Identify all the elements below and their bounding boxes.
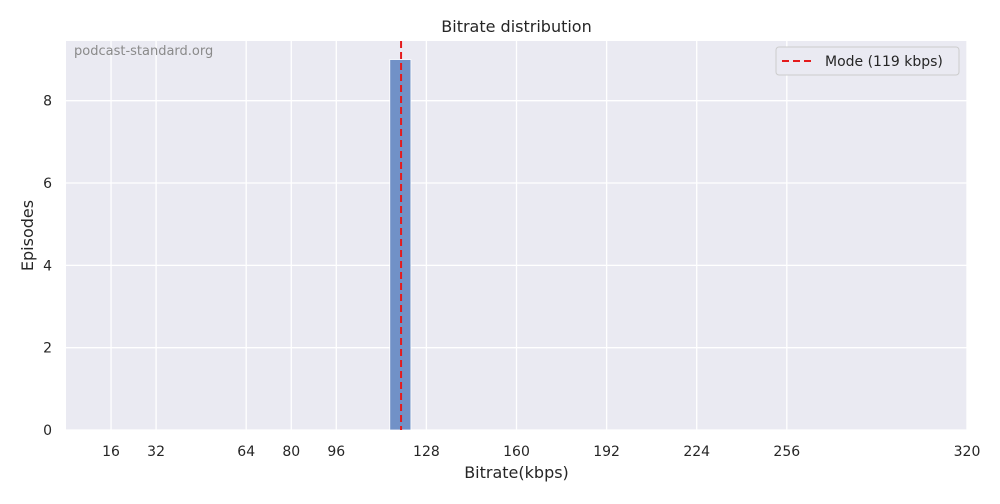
x-tick-label: 96 [327, 444, 345, 460]
legend-box [775, 46, 960, 76]
y-tick-label: 2 [43, 341, 52, 357]
y-tick-label: 0 [43, 423, 52, 439]
x-tick-label: 32 [147, 444, 165, 460]
x-tick-label: 256 [773, 444, 800, 460]
x-tick-label: 320 [954, 444, 981, 460]
x-tick-label: 160 [503, 444, 530, 460]
legend: Mode (119 kbps) [775, 46, 960, 76]
x-tick-label: 128 [413, 444, 440, 460]
y-tick-label: 4 [43, 258, 52, 274]
tick-labels: 16 32 64 80 96 128 160 192 224 256 320 0 2 4 6 8 [43, 94, 980, 460]
grid-lines [66, 41, 968, 431]
x-tick-label: 192 [593, 444, 620, 460]
x-tick-label: 224 [683, 444, 710, 460]
y-tick-label: 8 [43, 94, 52, 110]
legend-label: Mode (119 kbps) [825, 54, 943, 70]
x-tick-label: 64 [237, 444, 255, 460]
watermark-text: podcast-standard.org [74, 44, 213, 59]
chart-title: Bitrate distribution [441, 17, 591, 36]
y-axis-label: Episodes [18, 200, 37, 271]
x-tick-label: 80 [282, 444, 300, 460]
y-tick-label: 6 [43, 176, 52, 192]
x-axis-label: Bitrate(kbps) [464, 463, 569, 482]
x-tick-label: 16 [102, 444, 120, 460]
